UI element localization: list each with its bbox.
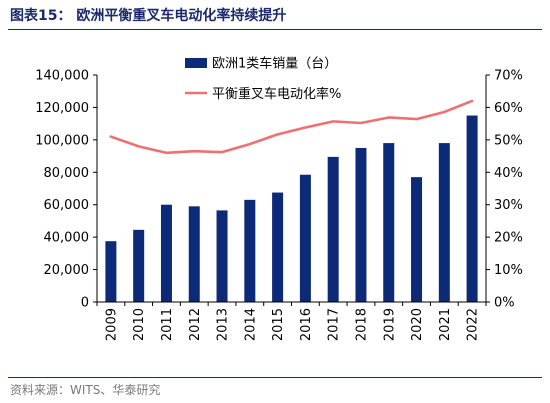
line-series-electrification-rate — [109, 99, 474, 155]
source-note: 资料来源：WITS、华泰研究 — [10, 383, 161, 397]
x-tick-label: 2020 — [410, 308, 425, 341]
bar-2015 — [272, 192, 284, 302]
x-tick-label: 2009 — [104, 308, 119, 341]
figure-header: 图表15： 欧洲平衡重叉车电动化率持续提升 — [8, 3, 542, 30]
y-right-tick-label: 20% — [494, 231, 523, 246]
x-tick-label: 2016 — [299, 308, 314, 341]
x-tick-label: 2013 — [216, 308, 231, 341]
footer-divider — [8, 377, 542, 378]
y-right-tick-label: 60% — [494, 101, 523, 116]
x-tick-label: 2011 — [160, 308, 175, 341]
y-left-tick-label: 100,000 — [35, 133, 89, 148]
y-right-tick-label: 40% — [494, 166, 523, 181]
y-left-tick-label: 120,000 — [35, 101, 89, 116]
header-divider — [8, 29, 542, 30]
bar-2016 — [299, 174, 311, 302]
bar-2022 — [466, 115, 478, 302]
y-left-tick-label: 20,000 — [44, 263, 90, 278]
bar-2020 — [411, 177, 423, 302]
bar-2013 — [216, 210, 228, 302]
y-right-tick-label: 30% — [494, 198, 523, 213]
legend-label-line: 平衡重叉车电动化率% — [212, 86, 341, 102]
bar-2019 — [383, 143, 395, 302]
bar-2017 — [327, 156, 339, 302]
bar-2009 — [105, 241, 117, 302]
bar-2021 — [438, 143, 450, 302]
y-left-tick-label: 80,000 — [44, 166, 90, 181]
bar-2014 — [244, 199, 256, 302]
x-tick-label: 2017 — [327, 308, 342, 341]
bar-2012 — [188, 206, 200, 302]
y-left-tick-label: 40,000 — [44, 231, 90, 246]
y-right-tick-label: 50% — [494, 133, 523, 148]
legend-label-bar: 欧洲1类车销量（台） — [212, 56, 337, 72]
x-tick-label: 2018 — [354, 308, 369, 341]
y-left-tick-label: 140,000 — [35, 69, 89, 84]
x-tick-label: 2010 — [132, 308, 147, 341]
bar-2010 — [133, 229, 145, 302]
legend-swatch-bar — [185, 58, 207, 68]
bar-2011 — [160, 204, 172, 302]
figure-title: 图表15： 欧洲平衡重叉车电动化率持续提升 — [10, 8, 287, 24]
y-right-tick-label: 0% — [494, 296, 515, 311]
x-tick-label: 2021 — [438, 308, 453, 341]
x-tick-label: 2012 — [188, 308, 203, 341]
x-tick-label: 2014 — [243, 308, 258, 341]
x-tick-label: 2022 — [466, 308, 481, 341]
x-tick-label: 2019 — [382, 308, 397, 341]
y-right-tick-label: 10% — [494, 263, 523, 278]
y-left-tick-label: 60,000 — [44, 198, 90, 213]
y-left-tick-label: 0 — [81, 296, 89, 311]
bar-2018 — [355, 147, 367, 302]
x-tick-label: 2015 — [271, 308, 286, 341]
y-right-tick-label: 70% — [494, 69, 523, 84]
